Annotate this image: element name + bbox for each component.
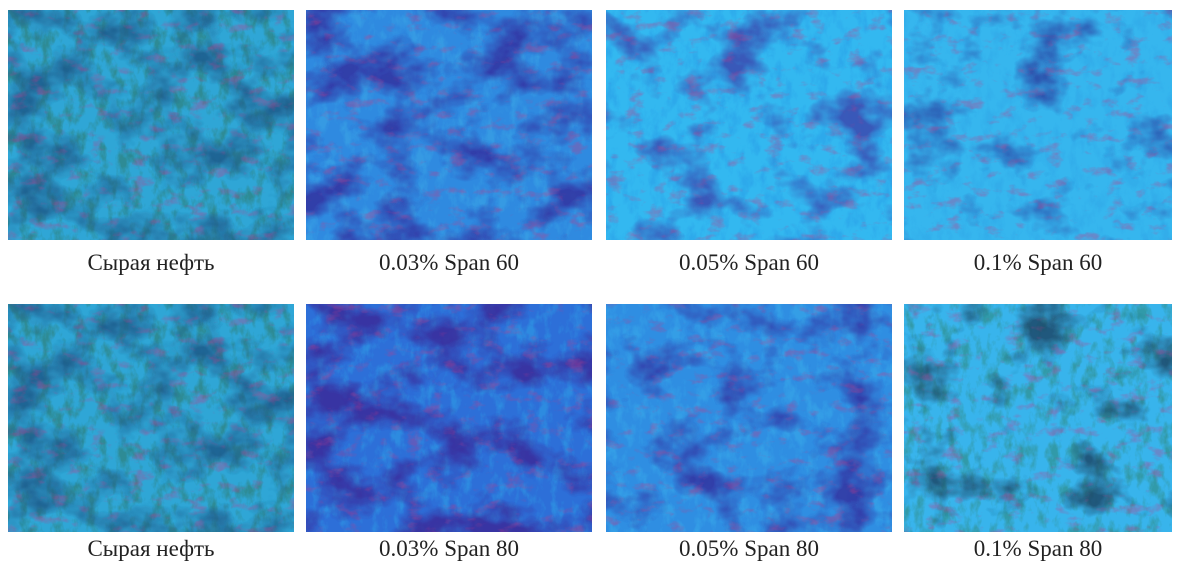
panel: Сырая нефть (8, 10, 294, 275)
caption: 0.03% Span 60 (379, 250, 519, 275)
panel: Сырая нефть (8, 304, 294, 561)
panel: 0.1% Span 60 (904, 10, 1172, 275)
caption: 0.1% Span 80 (973, 536, 1103, 561)
caption: Сырая нефть (87, 536, 215, 561)
panel: 0.1% Span 80 (904, 304, 1172, 561)
micrograph (306, 10, 592, 240)
micrograph (904, 304, 1172, 532)
micrograph (306, 304, 592, 532)
panel: 0.05% Span 80 (606, 304, 892, 561)
micrograph (606, 304, 892, 532)
caption: 0.03% Span 80 (379, 536, 519, 561)
caption: 0.05% Span 80 (679, 536, 819, 561)
caption: 0.05% Span 60 (679, 250, 819, 275)
panel: 0.03% Span 80 (306, 304, 592, 561)
caption: 0.1% Span 60 (973, 250, 1103, 275)
panel: 0.05% Span 60 (606, 10, 892, 275)
panel: 0.03% Span 60 (306, 10, 592, 275)
micrograph (904, 10, 1172, 240)
micrograph (8, 10, 294, 240)
caption: Сырая нефть (87, 250, 215, 275)
micrograph (8, 304, 294, 532)
micrograph (606, 10, 892, 240)
